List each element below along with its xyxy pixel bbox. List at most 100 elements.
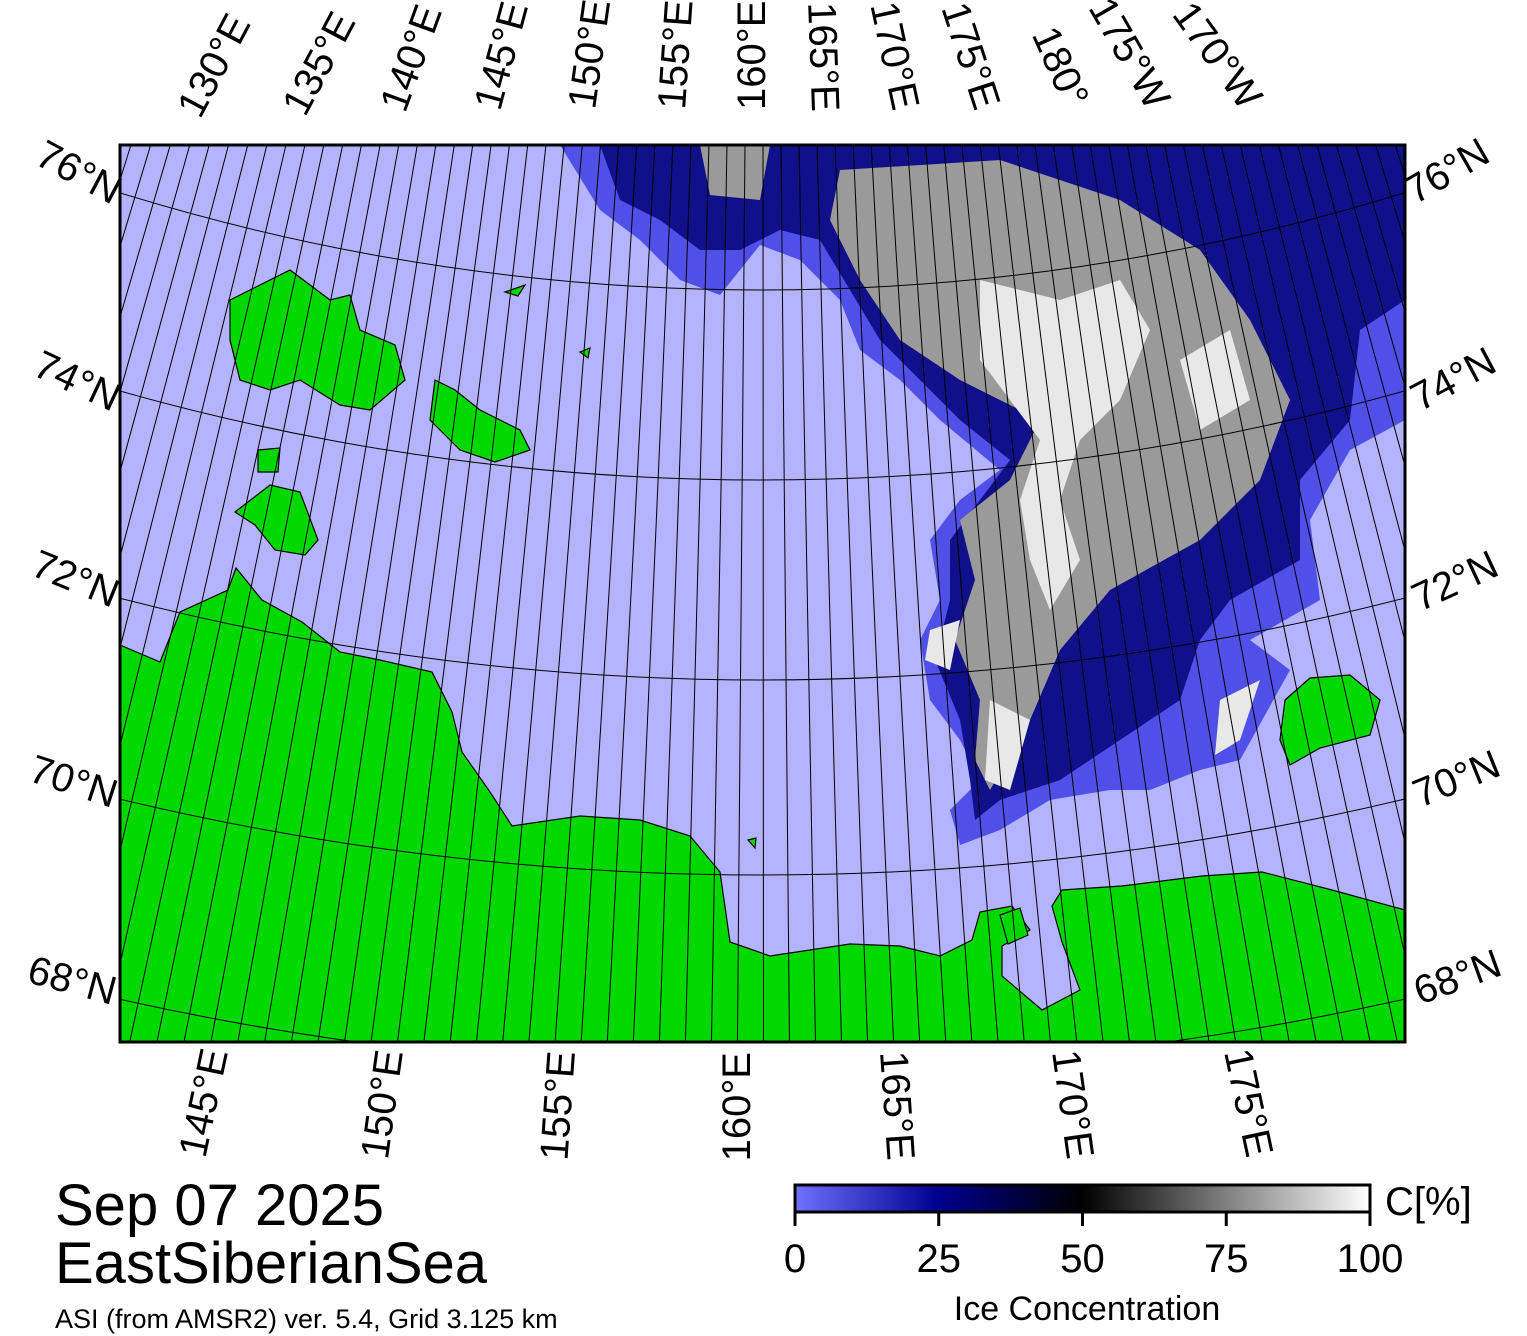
- meridian-line: [120, 145, 210, 474]
- meridian-line: [528, 145, 601, 1042]
- land: [120, 269, 1405, 1042]
- meridian-line: [344, 145, 474, 1042]
- meridian-line: [1126, 145, 1290, 1042]
- meridian-line: [1297, 145, 1405, 553]
- meridian-line: [1016, 145, 1130, 1042]
- meridian-line: [1220, 145, 1405, 958]
- meridian-line: [1355, 145, 1405, 315]
- meridian-line: [684, 145, 710, 1042]
- colorbar-tick-label: 100: [1337, 1237, 1404, 1281]
- coordinate-label: 155°E: [650, 0, 702, 111]
- coordinate-label: 76°N: [1398, 130, 1497, 213]
- coordinate-label: 170°W: [1164, 0, 1271, 117]
- meridian-line: [1493, 0, 1527, 1098]
- meridian-line: [1145, 145, 1317, 1042]
- meridian-line: [370, 145, 492, 1042]
- meridian-line: [120, 145, 249, 651]
- meridian-line: [120, 145, 268, 748]
- meridian-line: [1034, 145, 1157, 1042]
- coordinate-label: 68°N: [23, 948, 121, 1014]
- meridian-line: [183, 145, 362, 1042]
- coordinate-label: 175°E: [933, 0, 1009, 115]
- colorbar: C[%] Ice Concentration 0 25 50 75 100: [784, 1180, 1472, 1328]
- coordinate-label: 145°E: [171, 1045, 237, 1161]
- coordinate-label: 160°E: [715, 1052, 759, 1161]
- coordinate-label: 175°E: [1215, 1045, 1281, 1161]
- coordinate-label: 72°N: [1405, 543, 1505, 621]
- coordinate-label: 155°E: [532, 1050, 584, 1162]
- meridian-line: [502, 145, 583, 1042]
- meridian-line: [1201, 145, 1398, 1042]
- coordinate-label: 74°N: [1404, 339, 1504, 420]
- meridian-line: [1071, 145, 1210, 1042]
- ice-white: [925, 280, 1260, 790]
- meridian-line: [120, 145, 152, 249]
- coordinate-label: 180°: [1023, 20, 1097, 113]
- coordinate-label: 150°E: [353, 1047, 412, 1161]
- meridian-line: [156, 145, 344, 1042]
- meridian-line: [210, 145, 381, 1042]
- meridian-line: [264, 145, 418, 1042]
- meridian-line: [997, 145, 1104, 1042]
- meridian-line: [658, 145, 692, 1042]
- coordinate-label: 70°N: [24, 747, 123, 816]
- colorbar-tick-label: 25: [917, 1237, 962, 1281]
- coordinate-label: 160°E: [730, 1, 774, 110]
- meridian-line: [317, 145, 455, 1042]
- meridian-line: [870, 145, 921, 1042]
- meridian-line: [449, 145, 547, 1042]
- meridian-line: [1316, 145, 1405, 469]
- coordinate-label: 145°E: [466, 0, 537, 114]
- coordinate-label: 170°E: [861, 0, 927, 114]
- coordinate-label: 70°N: [1407, 742, 1506, 816]
- meridian-line: [120, 145, 171, 319]
- coordinate-label: 165°E: [799, 1, 847, 112]
- colorbar-tick-label: 0: [784, 1237, 806, 1281]
- meridian-line: [120, 145, 287, 854]
- meridian-line: [237, 145, 400, 1042]
- meridian-line: [606, 145, 656, 1042]
- meridian-line: [120, 145, 191, 394]
- mainland: [120, 566, 1405, 1042]
- meridian-line: [1182, 145, 1371, 1042]
- coordinate-label: 72°N: [26, 542, 125, 616]
- coordinate-label: 170°E: [1043, 1047, 1102, 1161]
- map-frame: [118, 143, 1407, 1044]
- meridian-line: [798, 145, 816, 1042]
- meridian-line: [1258, 145, 1405, 741]
- meridian-line: [816, 145, 842, 1042]
- coordinate-label: 150°E: [560, 0, 619, 111]
- colorbar-tick-label: 75: [1204, 1237, 1249, 1281]
- meridian-line: [554, 145, 620, 1042]
- coordinate-label: 165°E: [871, 1050, 923, 1162]
- date: Sep 07 2025: [55, 1173, 384, 1238]
- meridian-line: [762, 145, 764, 1042]
- meridian-line: [397, 145, 510, 1042]
- meridian-line: [979, 145, 1078, 1042]
- meridian-line: [632, 145, 674, 1042]
- meridian-line: [1089, 145, 1237, 1042]
- meridian-line: [1239, 145, 1405, 846]
- coordinate-label: 130°E: [169, 7, 259, 124]
- meridian-line: [1052, 145, 1183, 1042]
- meridian-line: [834, 145, 869, 1042]
- island: [429, 379, 531, 463]
- meridian-line: [0, 0, 33, 1100]
- meridian-line: [961, 145, 1051, 1042]
- coordinate-label: 135°E: [274, 5, 364, 122]
- source: ASI (from AMSR2) ver. 5.4, Grid 3.125 km: [55, 1304, 558, 1334]
- meridian-line: [906, 145, 973, 1042]
- meridian-line: [129, 145, 325, 1042]
- colorbar-gradient: [793, 1183, 1372, 1214]
- coordinate-label: 76°N: [29, 132, 129, 213]
- meridian-line: [943, 145, 1025, 1042]
- meridian-line: [710, 145, 728, 1042]
- meridian-line: [475, 145, 565, 1042]
- meridian-line: [925, 145, 999, 1042]
- meridian-line: [1510, 0, 1527, 1088]
- coordinate-label: 175°W: [1080, 0, 1178, 117]
- coordinate-label: 140°E: [372, 0, 451, 117]
